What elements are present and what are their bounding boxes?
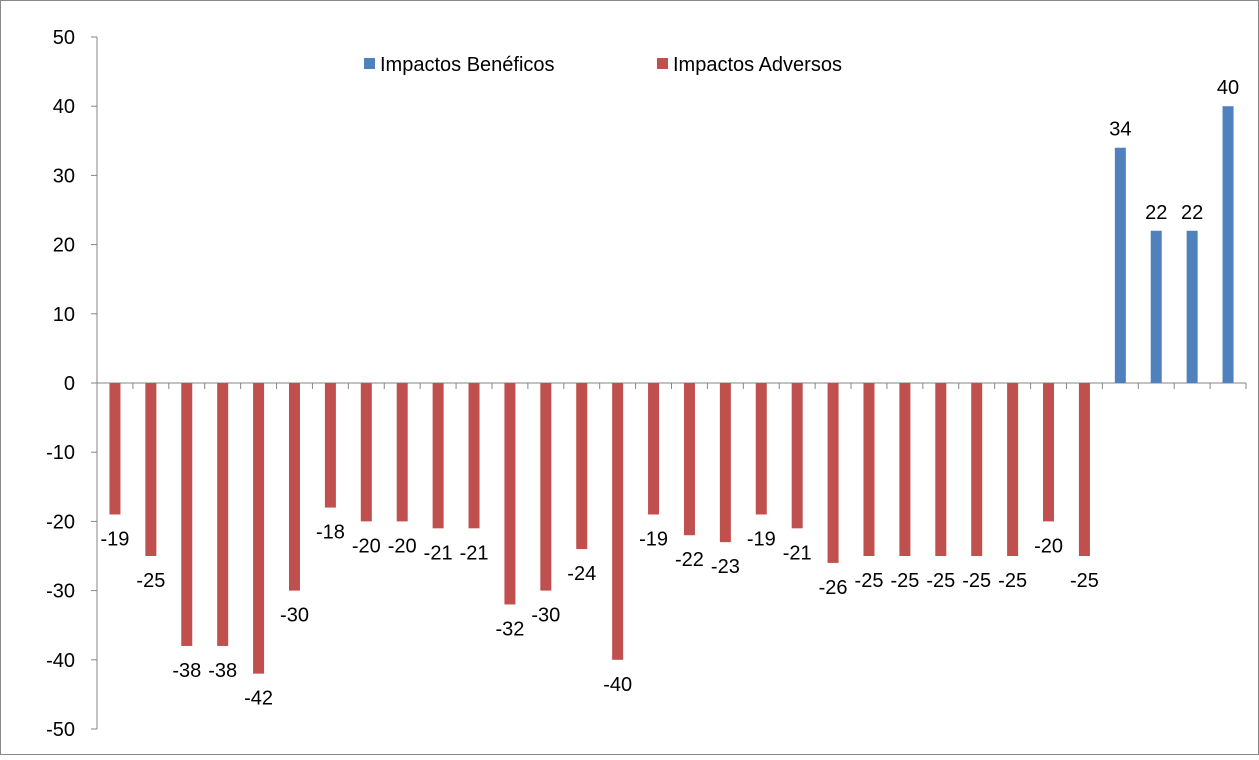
data-label: -20 <box>1034 535 1063 557</box>
bar <box>324 383 336 508</box>
y-tick-label: -10 <box>46 442 75 464</box>
data-label: -21 <box>460 542 489 564</box>
data-label: -25 <box>855 570 884 592</box>
data-label: -30 <box>280 605 309 627</box>
bar <box>360 383 372 522</box>
bar <box>217 383 229 646</box>
data-label: -24 <box>567 563 596 585</box>
data-label: -25 <box>998 570 1027 592</box>
data-label: -42 <box>244 688 273 710</box>
data-label: -19 <box>101 528 130 550</box>
y-tick-label: -50 <box>46 719 75 741</box>
bar <box>576 383 588 550</box>
y-tick-label: -20 <box>46 511 75 533</box>
bar <box>468 383 480 529</box>
bar <box>1078 383 1090 556</box>
y-tick-label: 20 <box>53 235 75 257</box>
y-tick-label: 10 <box>53 304 75 326</box>
data-label: -20 <box>388 535 417 557</box>
bar <box>181 383 193 646</box>
bar <box>935 383 947 556</box>
bar <box>863 383 875 556</box>
bar <box>755 383 767 515</box>
data-label: -22 <box>675 549 704 571</box>
data-label: -25 <box>962 570 991 592</box>
y-tick-label: 50 <box>53 27 75 49</box>
bar <box>612 383 624 660</box>
bar <box>719 383 731 543</box>
data-label: -21 <box>424 542 453 564</box>
data-label: -25 <box>1070 570 1099 592</box>
bar <box>791 383 803 529</box>
data-label: 22 <box>1145 202 1167 224</box>
bar <box>1222 106 1234 383</box>
bar <box>1186 230 1198 383</box>
bar <box>504 383 516 605</box>
bar <box>899 383 911 556</box>
bar <box>288 383 300 591</box>
data-label: 22 <box>1181 202 1203 224</box>
bar <box>253 383 265 674</box>
y-tick-label: -40 <box>46 650 75 672</box>
data-label: -40 <box>603 674 632 696</box>
bar <box>1114 147 1126 383</box>
bar <box>1043 383 1055 522</box>
y-tick-label: 40 <box>53 96 75 118</box>
data-label: 40 <box>1217 77 1239 99</box>
legend-swatch <box>657 58 668 69</box>
y-tick-label: 30 <box>53 165 75 187</box>
data-label: -19 <box>639 528 668 550</box>
data-label: -25 <box>926 570 955 592</box>
data-label: -32 <box>495 618 524 640</box>
bar <box>827 383 839 563</box>
legend-swatch <box>364 58 375 69</box>
bar <box>396 383 408 522</box>
data-label: -38 <box>208 660 237 682</box>
bar <box>432 383 444 529</box>
bar <box>1150 230 1162 383</box>
data-label: 34 <box>1109 119 1131 141</box>
data-label: -25 <box>136 570 165 592</box>
bar <box>648 383 660 515</box>
data-label: -25 <box>890 570 919 592</box>
data-label: -21 <box>783 542 812 564</box>
y-tick-label: -30 <box>46 581 75 603</box>
data-label: -18 <box>316 522 345 544</box>
bar <box>540 383 552 591</box>
bar <box>971 383 983 556</box>
data-labels: -19-25-38 -38-42-30-18-20 -20 -21 -21-32-30-… <box>101 77 1240 709</box>
legend-label: Impactos Benéficos <box>380 54 555 76</box>
bar <box>109 383 121 515</box>
y-tick-label: 0 <box>64 373 75 395</box>
legend-label: Impactos Adversos <box>673 54 842 76</box>
bar <box>1007 383 1019 556</box>
bar <box>145 383 157 556</box>
bar <box>683 383 695 536</box>
data-label: -23 <box>711 556 740 578</box>
data-label: -26 <box>819 577 848 599</box>
data-label: -38 <box>172 660 201 682</box>
data-label: -20 <box>352 535 381 557</box>
data-label: -19 <box>747 528 776 550</box>
axes: 50 40 30 20 10 0 -10 -20 -30 -40 -50 <box>46 27 1247 741</box>
legend: Impactos Benéficos Impactos Adversos <box>364 54 842 76</box>
bars <box>109 106 1234 674</box>
data-label: -30 <box>531 605 560 627</box>
